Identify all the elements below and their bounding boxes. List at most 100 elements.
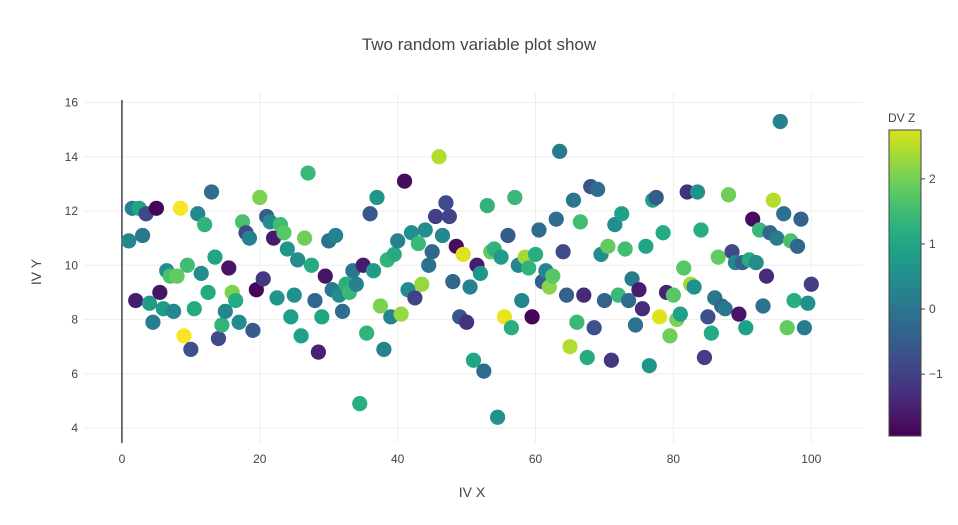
chart-title: Two random variable plot show <box>362 35 597 54</box>
x-tick-label: 80 <box>667 452 681 466</box>
data-point <box>176 328 192 344</box>
data-point <box>614 206 630 222</box>
data-point <box>769 230 785 246</box>
data-point <box>621 292 637 309</box>
data-point <box>359 325 375 341</box>
data-point <box>228 292 244 309</box>
data-point <box>627 317 644 333</box>
data-point <box>169 268 185 284</box>
data-point <box>317 268 333 284</box>
data-point <box>314 309 330 325</box>
data-point <box>248 282 264 298</box>
x-tick-label: 60 <box>529 452 543 466</box>
data-point <box>672 306 688 322</box>
data-point <box>393 306 409 322</box>
y-tick-label: 14 <box>65 150 79 164</box>
data-point <box>328 227 344 244</box>
data-point <box>731 306 747 322</box>
data-point <box>800 295 816 311</box>
data-point <box>703 325 719 341</box>
data-point <box>696 349 713 366</box>
data-point <box>200 284 216 301</box>
data-point <box>686 279 702 295</box>
data-point <box>217 303 233 320</box>
y-tick-label: 6 <box>71 367 78 381</box>
data-point <box>417 222 433 238</box>
data-point <box>662 328 678 344</box>
data-point <box>445 273 461 290</box>
data-point <box>210 330 227 347</box>
data-point <box>607 216 623 233</box>
data-point <box>459 314 475 330</box>
colorbar-tick-label: 2 <box>929 172 936 186</box>
colorbar-ticks: −1 0 1 2 <box>921 172 943 381</box>
data-point <box>600 238 616 254</box>
colorbar-tick-label: −1 <box>929 367 943 381</box>
data-point <box>634 301 650 317</box>
x-tick-label: 0 <box>119 452 126 466</box>
data-point <box>786 292 802 309</box>
colorbar-gradient <box>888 129 922 437</box>
data-point <box>576 287 592 303</box>
data-point <box>503 320 520 336</box>
data-point <box>745 211 761 227</box>
y-tick-label: 4 <box>71 421 78 435</box>
data-point <box>586 320 602 336</box>
data-point <box>334 303 351 320</box>
data-point <box>479 197 495 214</box>
data-point <box>776 206 792 222</box>
data-point <box>166 303 182 320</box>
data-point <box>472 265 488 282</box>
data-point <box>290 252 306 268</box>
data-point <box>141 295 158 311</box>
data-point <box>286 287 302 303</box>
data-point <box>507 189 523 206</box>
data-point <box>465 352 482 368</box>
data-point <box>427 208 444 225</box>
data-point <box>407 290 423 306</box>
data-point <box>717 301 733 317</box>
data-point <box>496 309 513 325</box>
data-point <box>655 225 671 241</box>
data-point <box>121 233 137 249</box>
data-point <box>252 189 268 206</box>
data-point <box>183 341 199 357</box>
data-point <box>779 320 795 336</box>
data-point <box>638 238 654 254</box>
data-point <box>693 222 709 238</box>
data-point <box>652 309 668 325</box>
data-point <box>303 257 320 273</box>
data-point <box>648 189 664 206</box>
data-point <box>689 184 706 200</box>
data-point <box>245 322 261 339</box>
data-point <box>700 309 716 325</box>
data-point <box>207 249 223 265</box>
y-axis-ticks: 4 6 8 10 12 14 16 <box>65 95 79 435</box>
data-point <box>562 339 578 355</box>
grid-lines <box>84 93 863 443</box>
data-point <box>596 292 613 309</box>
data-point <box>565 192 582 208</box>
data-point <box>665 287 682 303</box>
x-tick-label: 40 <box>391 452 405 466</box>
data-point <box>372 298 389 314</box>
data-point <box>231 314 247 330</box>
data-point <box>279 241 295 257</box>
data-point <box>145 314 161 330</box>
data-point <box>179 257 196 273</box>
data-point <box>552 143 568 159</box>
data-point <box>348 276 364 292</box>
data-point <box>631 282 647 298</box>
data-point <box>455 246 471 263</box>
data-point <box>462 279 478 295</box>
y-tick-label: 16 <box>65 95 79 109</box>
data-point <box>134 227 151 244</box>
data-point <box>765 192 781 208</box>
data-point <box>789 238 806 254</box>
data-point <box>148 200 164 216</box>
x-tick-label: 20 <box>253 452 267 466</box>
data-point <box>431 149 447 165</box>
data-point <box>396 173 413 189</box>
data-point <box>490 409 506 425</box>
